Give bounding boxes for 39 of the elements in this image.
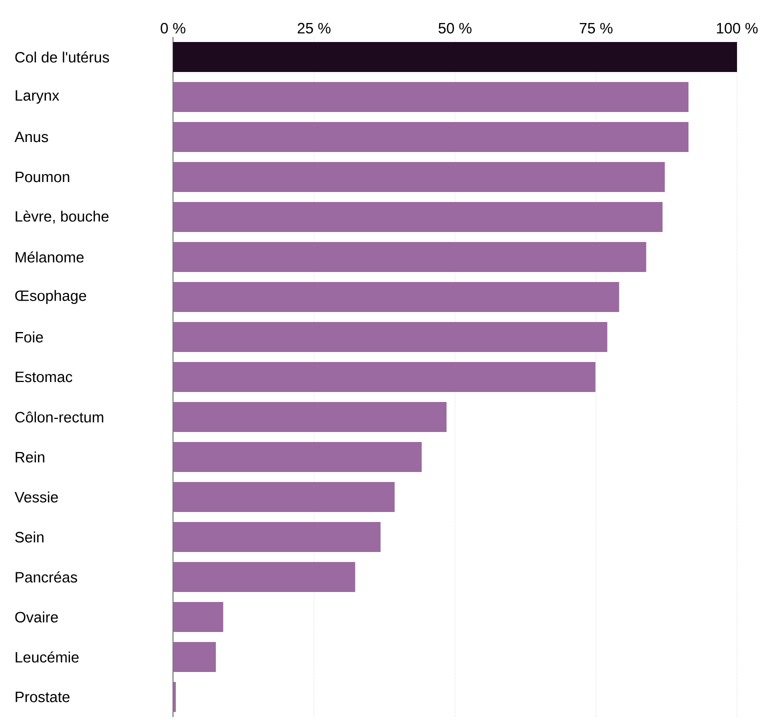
y-tick-label: Pancréas <box>16 571 78 583</box>
bar <box>173 682 176 712</box>
y-tick-label: Côlon-rectum <box>15 411 104 422</box>
bar <box>173 402 447 432</box>
x-tick-label: 100 % <box>716 22 758 34</box>
bar <box>173 362 596 392</box>
bar <box>173 322 608 352</box>
y-tick-label: Lèvre, bouche <box>16 210 109 224</box>
y-tick-label: Col de l'utérus <box>15 51 110 63</box>
y-tick-label: Estomac <box>16 372 72 382</box>
y-tick-label: Prostate <box>16 692 70 702</box>
bar <box>173 162 665 192</box>
y-tick-label: Mélanome <box>16 251 84 263</box>
y-tick-label: Poumon <box>16 172 70 182</box>
y-tick-label: Vessie <box>14 492 58 502</box>
y-tick-label: Rein <box>16 452 44 462</box>
y-tick-label: Foie <box>16 332 43 342</box>
y-tick-label: Leucémie <box>16 651 79 663</box>
x-tick-label: 25 % <box>298 22 330 34</box>
x-tick-label: 0 % <box>160 22 186 34</box>
bar <box>173 42 738 72</box>
y-tick-label: Ovaire <box>15 612 58 622</box>
bar <box>173 202 663 232</box>
y-tick-label: Larynx <box>16 90 60 104</box>
bar <box>173 642 216 672</box>
bar <box>173 82 689 112</box>
bar <box>173 442 422 472</box>
x-tick-label: 50 % <box>438 22 472 34</box>
bar <box>173 602 224 632</box>
bar <box>173 242 646 272</box>
y-tick-label: Sein <box>15 532 44 542</box>
bar <box>173 562 356 592</box>
x-tick-label: 75 % <box>580 22 612 34</box>
bar <box>173 282 620 312</box>
y-tick-label: Anus <box>14 132 48 142</box>
bar <box>173 122 689 152</box>
bar <box>173 522 381 552</box>
y-tick-label: Œsophage <box>15 290 86 304</box>
bar <box>173 482 395 512</box>
